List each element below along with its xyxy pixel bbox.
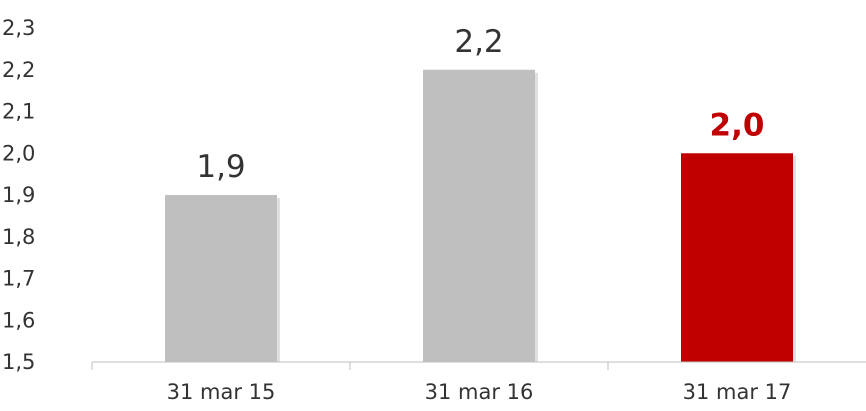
y-axis: 1,5 1,6 1,7 1,8 1,9 2,0 2,1 2,2 2,3 bbox=[2, 16, 35, 374]
bar-value-label: 1,9 bbox=[196, 149, 245, 185]
y-tick-label: 1,6 bbox=[2, 308, 35, 332]
y-tick-label: 2,3 bbox=[2, 16, 35, 40]
bar-3 bbox=[681, 153, 793, 362]
x-tick-label: 31 mar 17 bbox=[683, 380, 792, 404]
bars bbox=[165, 69, 796, 362]
bar-value-label: 2,0 bbox=[710, 107, 765, 143]
y-tick-label: 2,1 bbox=[2, 100, 35, 124]
y-tick-label: 2,0 bbox=[2, 141, 35, 165]
y-tick-label: 1,5 bbox=[2, 350, 35, 374]
y-tick-label: 1,8 bbox=[2, 225, 35, 249]
bar-2 bbox=[423, 69, 535, 362]
bar-1 bbox=[165, 195, 277, 362]
y-tick-label: 1,7 bbox=[2, 267, 35, 291]
bar-value-label: 2,2 bbox=[454, 24, 503, 60]
x-axis: 31 mar 15 31 mar 16 31 mar 17 bbox=[91, 362, 792, 404]
data-labels: 1,9 2,2 2,0 bbox=[196, 24, 764, 185]
x-tick-label: 31 mar 16 bbox=[425, 380, 534, 404]
y-tick-label: 2,2 bbox=[2, 58, 35, 82]
x-tick-label: 31 mar 15 bbox=[167, 380, 276, 404]
y-tick-label: 1,9 bbox=[2, 183, 35, 207]
